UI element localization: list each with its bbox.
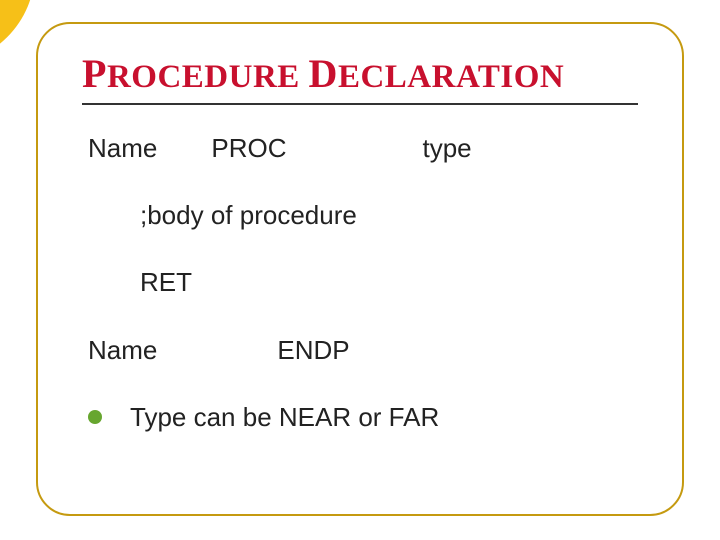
title-d-rest: ECLARATION — [338, 59, 564, 95]
syntax-line-3: RET — [82, 267, 638, 298]
decor-yellow-arc — [0, 0, 35, 65]
bullet-row: Type can be NEAR or FAR — [82, 402, 638, 433]
syntax-line-4: Name ENDP — [82, 335, 638, 366]
syntax-body: ;body of procedure — [140, 200, 357, 230]
syntax-endp: ENDP — [277, 335, 349, 365]
title-p-rest: ROCEDURE — [107, 59, 300, 95]
syntax-name-2: Name — [88, 335, 157, 365]
bullet-icon — [88, 410, 102, 424]
syntax-line-2: ;body of procedure — [82, 200, 638, 231]
title-p-initial: P — [82, 51, 107, 96]
syntax-type: type — [422, 133, 471, 163]
slide-card: PROCEDURE DECLARATION Name PROC type ;body… — [36, 22, 684, 516]
syntax-line-1: Name PROC type — [82, 133, 638, 164]
title-d-initial: D — [309, 51, 338, 96]
syntax-name: Name — [88, 133, 157, 163]
syntax-proc: PROC — [211, 133, 286, 163]
title-rule — [82, 103, 638, 105]
corner-decoration — [0, 0, 40, 110]
syntax-ret: RET — [140, 267, 192, 297]
bullet-text: Type can be NEAR or FAR — [130, 402, 439, 433]
slide-title: PROCEDURE DECLARATION — [82, 50, 638, 97]
